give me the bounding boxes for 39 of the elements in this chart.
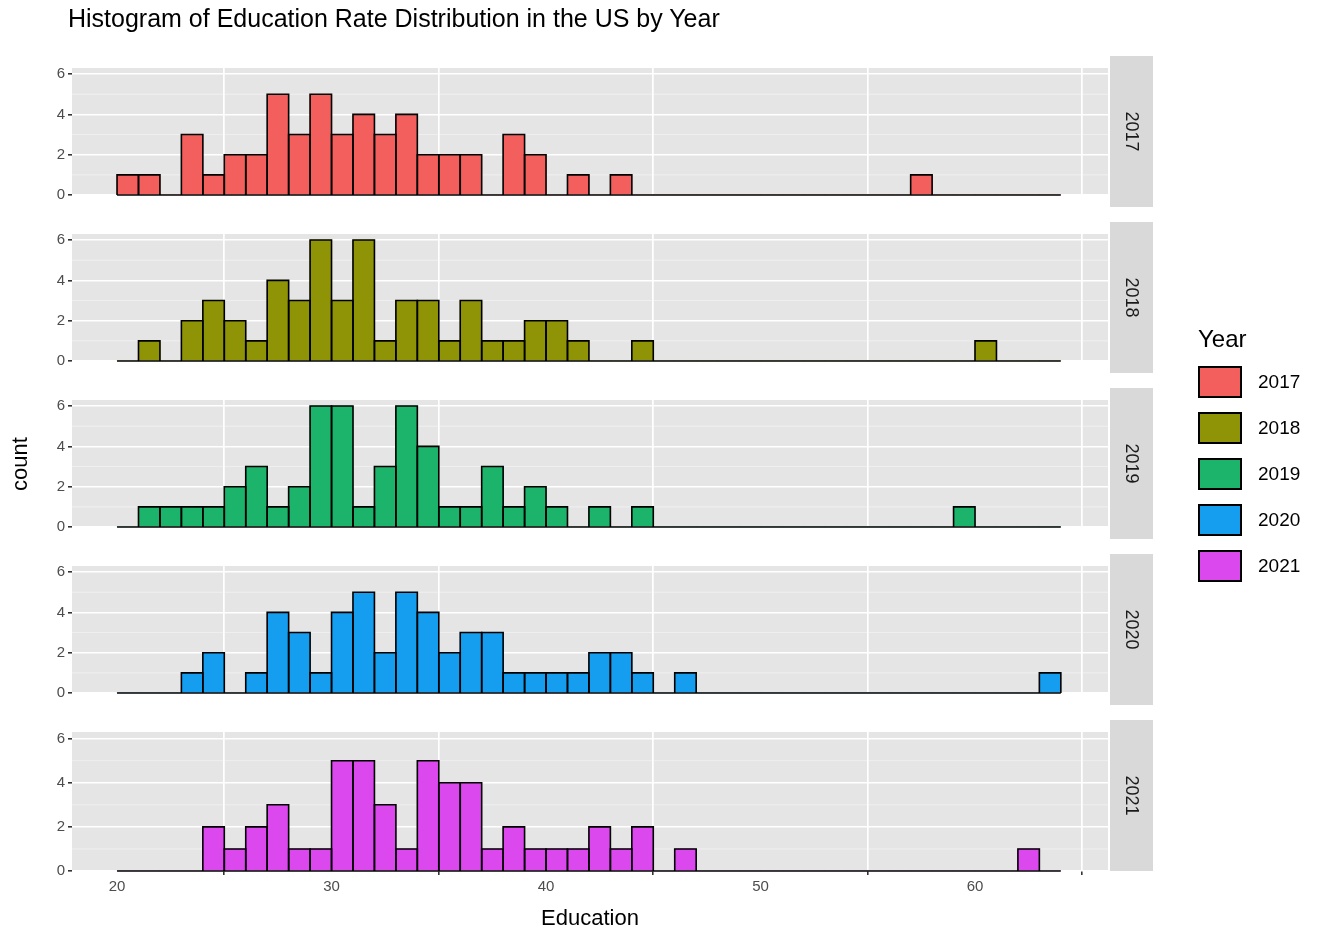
y-tick-label: 4 <box>56 602 65 620</box>
text: 2018 <box>1121 277 1142 318</box>
y-tick-label: 0 <box>56 185 65 203</box>
y-tick-label: 6 <box>56 64 65 82</box>
y-tick-label: 0 <box>56 517 65 535</box>
y-tick-label: 2 <box>56 642 65 660</box>
legend-label: 2020 <box>1258 509 1301 531</box>
y-tick-label: 4 <box>56 772 65 790</box>
legend-label: 2019 <box>1258 463 1301 485</box>
y-tick-label: 6 <box>56 562 65 580</box>
y-tick-label: 4 <box>56 104 65 122</box>
legend-label: 2021 <box>1258 555 1301 577</box>
y-tick-label: 4 <box>56 270 65 288</box>
text: 2020 <box>1121 609 1142 650</box>
legend-label: 2017 <box>1258 371 1301 393</box>
x-tick-label: 60 <box>966 877 984 895</box>
x-tick-label: 30 <box>323 877 340 895</box>
text: 2021 <box>1121 775 1142 816</box>
x-tick-label: 20 <box>108 877 126 895</box>
y-tick-label: 6 <box>56 396 65 414</box>
text: 2019 <box>1121 443 1142 484</box>
legend-label: 2018 <box>1258 417 1301 439</box>
x-tick-label: 50 <box>752 877 769 895</box>
chart-title: Histogram of Education Rate Distribution in the US by Year <box>68 4 720 33</box>
y-tick-label: 2 <box>56 817 65 835</box>
y-tick-label: 0 <box>56 861 65 879</box>
y-tick-label: 0 <box>56 351 65 369</box>
y-tick-label: 2 <box>56 476 65 494</box>
y-tick-label: 6 <box>56 728 65 746</box>
y-tick-label: 2 <box>56 310 65 328</box>
y-tick-label: 2 <box>56 144 65 162</box>
y-tick-label: 6 <box>56 230 65 248</box>
y-axis-title: count <box>7 436 33 491</box>
x-tick-label: 40 <box>537 877 555 895</box>
text: 2017 <box>1121 111 1142 152</box>
y-tick-label: 0 <box>56 683 65 701</box>
x-axis-title: Education <box>540 905 640 931</box>
legend-title: Year <box>1198 325 1248 353</box>
y-tick-label: 4 <box>56 436 65 454</box>
